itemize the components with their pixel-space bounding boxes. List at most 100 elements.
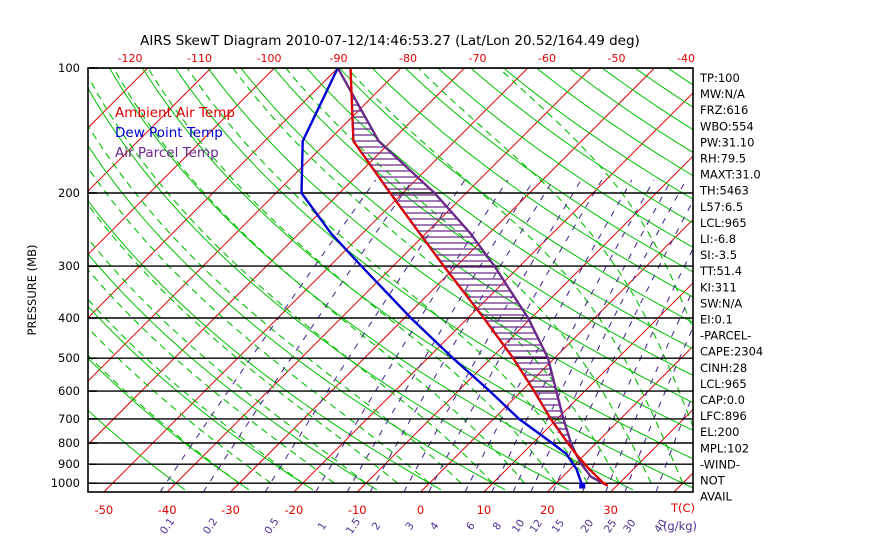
index-mw-1: MW:N/A <box>700 87 745 101</box>
mixing-ratio-line <box>605 289 693 492</box>
mixing-ratio-tick-8: 8 <box>491 520 505 532</box>
pressure-axis-label: PRESSURE (MB) <box>25 245 39 336</box>
mixing-ratio-line <box>552 199 693 492</box>
isotherm-line <box>610 408 693 492</box>
top-temp-tick--50: -50 <box>608 52 626 65</box>
index-wbo-3: WBO:554 <box>700 119 754 133</box>
mixing-ratio-tick-3: 3 <box>403 520 417 532</box>
index-lfc-21: LFC:896 <box>700 409 747 423</box>
bottom-temp-tick--20: -20 <box>284 503 303 517</box>
index-lcl-19: LCL:965 <box>700 377 747 391</box>
index-l57-8: L57:6.5 <box>700 200 743 214</box>
pressure-tick-100: 100 <box>58 61 80 75</box>
dry-adiabat-line <box>470 68 693 224</box>
index-cap-20: CAP:0.0 <box>700 393 745 407</box>
isotherm-line <box>230 68 655 492</box>
index-sw-14: SW:N/A <box>700 296 742 310</box>
moist-adiabat-line <box>88 298 304 484</box>
dry-adiabat-line <box>568 68 693 153</box>
mixing-ratio-line <box>624 326 693 492</box>
isotherm-line <box>0 68 84 492</box>
mixing-ratio-axis-label: (g/kg) <box>663 519 697 533</box>
cape-hatch-region <box>351 92 573 448</box>
moist-adiabat-line <box>285 68 652 484</box>
sounding-layer <box>300 68 609 489</box>
pressure-tick-700: 700 <box>58 412 80 426</box>
isotherm-line <box>0 68 21 492</box>
moist-adiabat-line <box>232 68 620 484</box>
moist-adiabat-line <box>88 75 494 484</box>
ambient-temp-curve <box>349 68 609 487</box>
dry-adiabat-line <box>273 68 693 376</box>
mixing-ratio-tick-0.5: 0.5 <box>262 516 281 537</box>
top-temp-tick--80: -80 <box>399 52 417 65</box>
index-li-10: LI:-6.8 <box>700 232 736 246</box>
index-rh-5: RH:79.5 <box>700 152 746 166</box>
top-temp-tick--100: -100 <box>257 52 282 65</box>
dry-adiabat-line <box>306 68 693 350</box>
legend-dewpoint: Dew Point Temp <box>115 125 223 141</box>
index-si-11: SI:-3.5 <box>700 248 737 262</box>
grid-layer <box>0 68 870 492</box>
mixing-ratio-tick-0.2: 0.2 <box>201 516 220 537</box>
index-ki-13: KI:311 <box>700 280 737 294</box>
top-temp-tick--40: -40 <box>677 52 695 65</box>
mixing-ratio-line <box>159 179 377 492</box>
dry-adiabat-line <box>404 68 693 273</box>
mixing-ratio-tick-6: 6 <box>464 520 478 533</box>
moist-adiabat-line <box>88 327 272 484</box>
pressure-tick-500: 500 <box>58 351 80 365</box>
bottom-temp-tick--10: -10 <box>348 503 367 517</box>
surface-dewpoint-marker <box>579 482 586 489</box>
bottom-temp-tick-30: 30 <box>603 503 618 517</box>
bottom-temp-tick-10: 10 <box>477 503 492 517</box>
index-el-22: EL:200 <box>700 425 740 439</box>
pressure-tick-800: 800 <box>58 436 80 450</box>
dry-adiabat-line <box>536 68 693 177</box>
mixing-ratio-tick-20: 20 <box>579 517 597 535</box>
dry-adiabat-line <box>88 199 442 491</box>
index-tt-12: TT:51.4 <box>699 264 742 278</box>
isotherm-line <box>88 68 275 256</box>
isotherm-line <box>801 68 870 492</box>
dry-adiabat-line <box>601 68 693 131</box>
dewpoint-curve <box>300 68 584 486</box>
index-maxt-6: MAXT:31.0 <box>700 168 761 182</box>
index-not-25: NOT <box>700 474 726 488</box>
top-temp-tick--110: -110 <box>187 52 212 65</box>
temp-axis-label: T(C) <box>670 501 695 515</box>
bottom-temp-tick--40: -40 <box>158 503 177 517</box>
dry-adiabat-line <box>437 68 693 248</box>
index-tp-0: TP:100 <box>699 71 740 85</box>
dry-adiabat-line <box>634 68 693 108</box>
isotherm-line <box>483 282 693 492</box>
bottom-temp-tick-20: 20 <box>540 503 555 517</box>
mixing-ratio-tick-15: 15 <box>550 517 568 535</box>
mixing-ratio-line <box>202 179 414 492</box>
isotherm-line <box>737 68 870 492</box>
mixing-ratio-line <box>403 179 582 492</box>
moist-adiabat-line <box>88 124 462 484</box>
top-temp-tick--90: -90 <box>330 52 348 65</box>
isotherm-line <box>103 68 529 492</box>
mixing-ratio-line <box>315 179 509 492</box>
index-cinh-18: CINH:28 <box>700 361 747 375</box>
mixing-ratio-line <box>264 179 466 492</box>
index-cape-17: CAPE:2304 <box>700 345 763 359</box>
legend-parcel: Air Parcel Temp <box>115 145 219 161</box>
index-th-7: TH:5463 <box>699 184 749 198</box>
isotherm-line <box>88 68 402 382</box>
moist-adiabat-line <box>346 68 684 484</box>
mixing-ratio-tick-10: 10 <box>510 517 528 535</box>
page-title: AIRS SkewT Diagram 2010-07-12/14:46:53.2… <box>140 33 640 49</box>
index-pw-4: PW:31.10 <box>700 135 754 149</box>
pressure-tick-200: 200 <box>58 186 80 200</box>
mixing-ratio-line <box>581 247 693 492</box>
index-parcel-16: -PARCEL- <box>700 329 751 343</box>
mixing-ratio-line <box>464 179 633 492</box>
index-avail-26: AVAIL <box>700 490 733 504</box>
bottom-temp-tick--50: -50 <box>94 503 113 517</box>
moist-adiabat-line <box>186 68 589 484</box>
top-temp-tick--70: -70 <box>469 52 487 65</box>
